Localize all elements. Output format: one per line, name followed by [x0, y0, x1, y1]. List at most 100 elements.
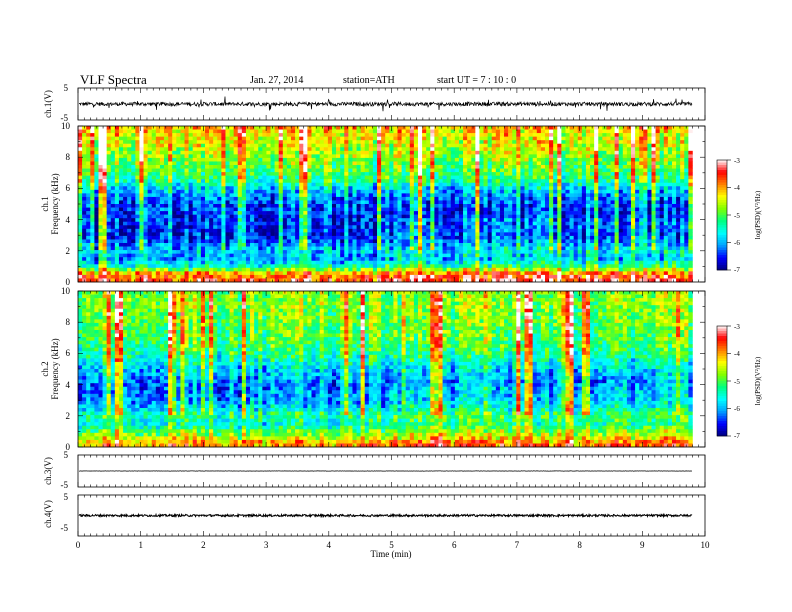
- spectrogram-cell: [250, 225, 255, 230]
- spectrogram-cell: [200, 154, 206, 159]
- spectrogram-cell: [159, 243, 165, 247]
- spectrogram-cell: [274, 218, 280, 223]
- spectrogram-cell: [270, 260, 275, 265]
- spectrogram-cell: [78, 257, 83, 262]
- spectrogram-cell: [151, 136, 157, 141]
- spectrogram-cell: [123, 179, 128, 184]
- spectrogram-cell: [159, 196, 165, 201]
- spectrogram-cell: [118, 253, 124, 258]
- spectrogram-cell: [336, 150, 341, 155]
- spectrogram-cell: [221, 157, 226, 162]
- spectrogram-cell: [204, 207, 210, 212]
- spectrogram-cell: [344, 214, 349, 219]
- spectrogram-cell: [262, 165, 267, 169]
- spectrogram-cell: [307, 235, 312, 240]
- spectrogram-cell: [331, 204, 337, 208]
- spectrogram-cell: [188, 211, 193, 215]
- spectrogram-cell: [192, 196, 198, 201]
- spectrogram-cell: [241, 140, 247, 145]
- spectrogram-cell: [250, 165, 255, 169]
- spectrogram-cell: [307, 250, 312, 254]
- spectrogram-cell: [172, 179, 177, 184]
- spectrogram-cell: [217, 214, 222, 219]
- spectrogram-cell: [381, 278, 386, 283]
- spectrogram-cell: [188, 182, 193, 187]
- spectrogram-cell: [352, 196, 357, 201]
- spectrogram-cell: [504, 136, 509, 141]
- spectrogram-cell: [364, 172, 370, 176]
- spectrogram-cell: [196, 221, 202, 226]
- spectrogram-cell: [204, 260, 210, 265]
- spectrogram-cell: [266, 221, 271, 226]
- spectrogram-cell: [106, 161, 112, 166]
- spectrogram-cell: [266, 204, 271, 208]
- spectrogram-cell: [139, 147, 144, 152]
- spectrogram-cell: [225, 150, 230, 155]
- spectrogram-cell: [159, 228, 165, 233]
- spectrogram-cell: [430, 271, 435, 276]
- spectrogram-cell: [454, 211, 460, 215]
- spectrogram-cell: [245, 235, 251, 240]
- spectrogram-cell: [405, 126, 411, 130]
- spectrogram-cell: [209, 196, 214, 201]
- spectrogram-cell: [397, 264, 402, 269]
- spectrogram-cell: [393, 140, 398, 145]
- spectrogram-cell: [381, 140, 386, 145]
- spectrogram-cell: [467, 165, 472, 169]
- spectrogram-cell: [483, 186, 488, 191]
- spectrogram-cell: [237, 246, 243, 251]
- spectrogram-cell: [446, 179, 452, 184]
- spectrogram-cell: [213, 221, 218, 226]
- spectrogram-cell: [331, 221, 337, 226]
- spectrogram-cell: [192, 257, 198, 262]
- spectrogram-cell: [176, 182, 181, 187]
- spectrogram-cell: [176, 246, 181, 251]
- spectrogram-cell: [475, 235, 480, 240]
- spectrogram-cell: [508, 235, 513, 240]
- spectrogram-cell: [418, 264, 423, 269]
- spectrogram-cell: [200, 200, 206, 205]
- spectrogram-cell: [413, 204, 419, 208]
- spectrogram-cell: [131, 243, 136, 247]
- spectrogram-cell: [499, 260, 505, 265]
- spectrogram-cell: [237, 235, 243, 240]
- spectrogram-cell: [196, 200, 202, 205]
- spectrogram-cell: [422, 239, 427, 244]
- spectrogram-cell: [504, 250, 509, 254]
- spectrogram-cell: [508, 140, 513, 145]
- spectrogram-cell: [434, 196, 439, 201]
- spectrogram-cell: [352, 243, 357, 247]
- spectrogram-cell: [323, 143, 329, 148]
- spectrogram-cell: [389, 253, 394, 258]
- spectrogram-cell: [483, 246, 488, 251]
- spectrogram-cell: [241, 250, 247, 254]
- spectrogram-cell: [323, 133, 329, 137]
- spectrogram-cell: [463, 196, 468, 201]
- spectrogram-cell: [454, 225, 460, 230]
- spectrogram-cell: [262, 214, 267, 219]
- spectrogram-cell: [86, 239, 91, 244]
- spectrogram-cell: [368, 232, 374, 237]
- spectrogram-cell: [475, 253, 480, 258]
- spectrogram-cell: [487, 271, 493, 276]
- spectrogram-cell: [78, 154, 83, 159]
- spectrogram-cell: [118, 267, 124, 272]
- spectrogram-cell: [364, 246, 370, 251]
- spectrogram-cell: [483, 189, 488, 194]
- spectrogram-cell: [139, 179, 144, 184]
- spectrogram-cell: [143, 136, 148, 141]
- spectrogram-cell: [409, 193, 415, 198]
- spectrogram-cell: [418, 253, 423, 258]
- spectrogram-cell: [200, 228, 206, 233]
- spectrogram-cell: [372, 200, 378, 205]
- spectrogram-cell: [389, 267, 394, 272]
- spectrogram-cell: [352, 253, 357, 258]
- spectrogram-cell: [372, 147, 378, 152]
- spectrogram-cell: [213, 150, 218, 155]
- spectrogram-cell: [118, 196, 124, 201]
- spectrogram-cell: [102, 168, 107, 173]
- spectrogram-cell: [266, 143, 271, 148]
- spectrogram-cell: [327, 200, 333, 205]
- spectrogram-cell: [143, 168, 148, 173]
- spectrogram-cell: [221, 161, 226, 166]
